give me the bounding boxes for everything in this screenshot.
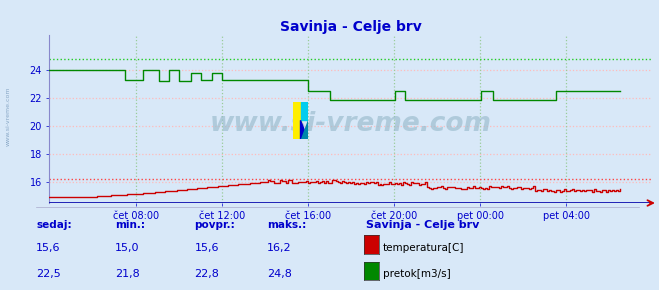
Text: temperatura[C]: temperatura[C] [383, 243, 465, 253]
Text: www.si-vreme.com: www.si-vreme.com [210, 111, 492, 137]
Text: 21,8: 21,8 [115, 269, 140, 279]
Text: 15,6: 15,6 [36, 243, 61, 253]
Text: 22,8: 22,8 [194, 269, 219, 279]
Text: 22,5: 22,5 [36, 269, 61, 279]
Text: povpr.:: povpr.: [194, 220, 235, 230]
Polygon shape [301, 120, 308, 139]
Text: 15,0: 15,0 [115, 243, 140, 253]
Text: Savinja - Celje brv: Savinja - Celje brv [366, 220, 479, 230]
Text: www.si-vreme.com: www.si-vreme.com [5, 86, 11, 146]
Text: maks.:: maks.: [267, 220, 306, 230]
Text: 15,6: 15,6 [194, 243, 219, 253]
Text: sedaj:: sedaj: [36, 220, 72, 230]
Polygon shape [301, 102, 308, 120]
Polygon shape [301, 120, 308, 139]
Text: 24,8: 24,8 [267, 269, 292, 279]
Text: pretok[m3/s]: pretok[m3/s] [383, 269, 451, 279]
Polygon shape [293, 102, 301, 139]
Title: Savinja - Celje brv: Savinja - Celje brv [280, 20, 422, 34]
Text: min.:: min.: [115, 220, 146, 230]
Text: 16,2: 16,2 [267, 243, 291, 253]
